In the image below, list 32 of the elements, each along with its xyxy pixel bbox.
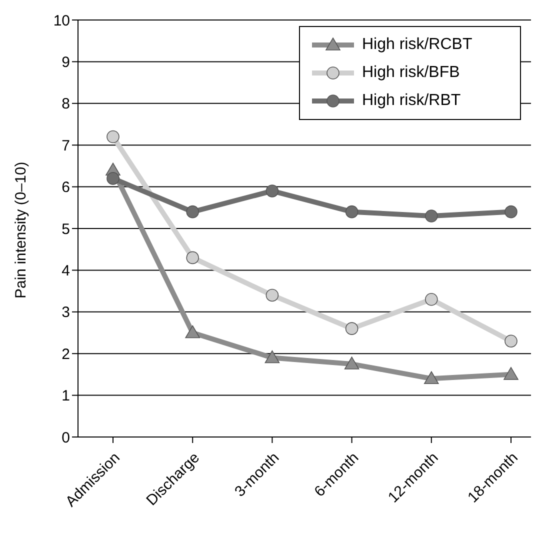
- point: [504, 367, 518, 380]
- point: [106, 130, 120, 144]
- y-tick-label: 9: [62, 54, 70, 72]
- y-tick-label: 8: [62, 96, 70, 113]
- y-tick-label: 3: [62, 304, 70, 322]
- point: [266, 288, 279, 302]
- point: [264, 350, 280, 364]
- point: [504, 334, 518, 348]
- y-tick-label: 1: [62, 388, 70, 405]
- y-tick-label: 5: [62, 220, 70, 238]
- legend-label: High risk/BFB: [362, 64, 460, 82]
- y-tick-label: 4: [62, 262, 70, 280]
- y-axis-title: Pain intensity (0–10): [12, 162, 30, 298]
- point: [186, 205, 199, 218]
- y-tick-label: 2: [62, 346, 70, 363]
- point: [504, 205, 518, 218]
- y-tick-label: 6: [62, 179, 70, 196]
- point: [344, 356, 360, 370]
- point: [186, 251, 199, 264]
- point: [345, 205, 358, 218]
- point: [345, 322, 358, 335]
- point: [185, 325, 200, 338]
- point: [425, 292, 438, 306]
- point: [424, 371, 439, 384]
- legend-label: High risk/RBT: [362, 92, 461, 110]
- y-tick-label: 7: [62, 137, 70, 154]
- point: [266, 184, 279, 198]
- legend-label: High risk/RCBT: [362, 36, 472, 54]
- point: [425, 210, 438, 222]
- point: [106, 172, 120, 185]
- y-tick-label: 10: [53, 12, 70, 30]
- y-tick-label: 0: [62, 429, 70, 446]
